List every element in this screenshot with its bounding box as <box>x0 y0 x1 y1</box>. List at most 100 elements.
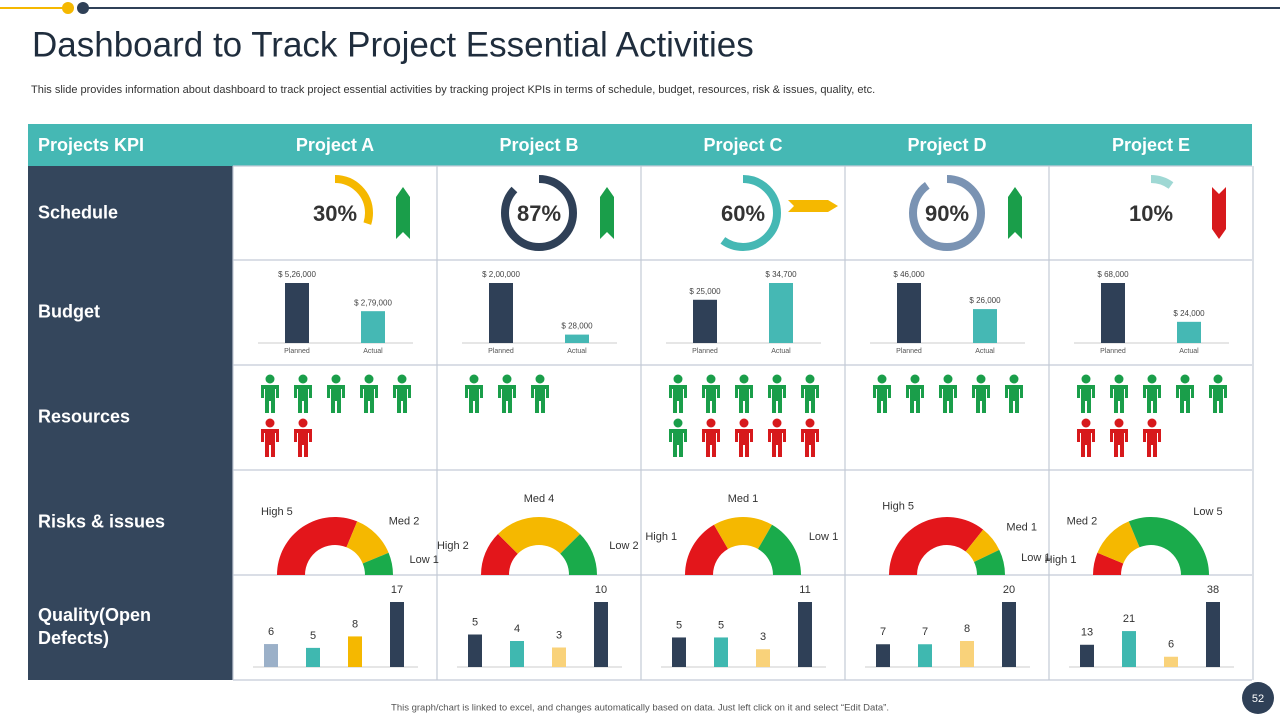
budget-category: Actual <box>975 348 995 355</box>
risk-segment <box>1093 552 1124 575</box>
icon-head <box>1147 418 1157 428</box>
icon-body <box>294 385 312 413</box>
person-icon <box>801 374 819 413</box>
budget-value-label: $ 46,000 <box>893 270 925 279</box>
risk-segment <box>362 552 393 575</box>
risk-label: High 5 <box>882 500 914 512</box>
quality-bar <box>306 647 320 667</box>
risk-name: Low <box>609 540 629 552</box>
risk-label: High 2 <box>437 540 469 552</box>
person-icon <box>393 374 411 413</box>
person-icon <box>768 418 786 457</box>
budget-bar <box>1177 321 1201 343</box>
person-icon <box>531 374 549 413</box>
icon-body <box>939 385 957 413</box>
icon-body <box>768 429 786 457</box>
budget-bar <box>489 283 513 343</box>
person-icon <box>1005 374 1023 413</box>
icon-head <box>706 374 716 384</box>
person-icon <box>873 374 891 413</box>
quality-value-label: 7 <box>880 626 886 638</box>
icon-head <box>805 418 815 428</box>
schedule-ring <box>1113 175 1189 251</box>
budget-category: Planned <box>1100 348 1126 355</box>
budget-bar <box>285 283 309 343</box>
icon-body <box>702 385 720 413</box>
budget-value-label: $ 2,00,000 <box>482 270 520 279</box>
risk-label: Low 2 <box>609 540 638 552</box>
person-icon <box>1143 374 1161 413</box>
schedule-label: 60% <box>721 201 765 226</box>
budget-value-label: $ 24,000 <box>1173 309 1205 318</box>
risk-count: 1 <box>832 531 838 543</box>
risk-label: Med 2 <box>1067 515 1098 527</box>
icon-body <box>1077 429 1095 457</box>
icon-body <box>393 385 411 413</box>
icon-body <box>1209 385 1227 413</box>
quality-value-label: 20 <box>1003 584 1015 596</box>
icon-body <box>261 429 279 457</box>
risk-count: 2 <box>413 515 419 527</box>
icon-body <box>735 385 753 413</box>
icon-head <box>772 374 782 384</box>
person-icon <box>360 374 378 413</box>
person-icon <box>972 374 990 413</box>
risk-segment <box>277 517 358 575</box>
person-icon <box>261 374 279 413</box>
risk-count: 1 <box>671 531 677 543</box>
project-header: Project C <box>703 135 782 155</box>
icon-head <box>805 374 815 384</box>
quality-value-label: 8 <box>352 618 358 630</box>
schedule-ring <box>501 175 577 251</box>
risk-label: Low 5 <box>1193 506 1222 518</box>
risk-count: 5 <box>287 506 293 518</box>
schedule-ring <box>297 175 373 251</box>
risk-segment <box>889 516 984 575</box>
page-number: 52 <box>1252 693 1264 705</box>
budget-category: Planned <box>488 348 514 355</box>
budget-bar <box>897 283 921 343</box>
icon-body <box>1110 429 1128 457</box>
quality-value-label: 5 <box>718 619 724 631</box>
icon-body <box>972 385 990 413</box>
icon-head <box>1081 418 1091 428</box>
row-label: Resources <box>38 406 131 427</box>
risk-count: 5 <box>1216 506 1222 518</box>
person-icon <box>1143 418 1161 457</box>
quality-value-label: 3 <box>556 629 562 641</box>
risk-segment <box>974 549 1005 575</box>
risk-name: Low <box>410 554 430 566</box>
trend-arrow <box>396 187 410 239</box>
person-icon <box>669 374 687 413</box>
quality-bar <box>264 644 278 667</box>
person-icon <box>906 374 924 413</box>
risk-label: Low 1 <box>1021 552 1050 564</box>
quality-bar <box>1080 644 1094 667</box>
icon-body <box>1143 429 1161 457</box>
risk-segment <box>560 533 597 575</box>
risk-segment <box>497 516 581 554</box>
icon-body <box>801 385 819 413</box>
icon-body <box>735 429 753 457</box>
quality-bar <box>798 602 812 667</box>
schedule-label: 87% <box>517 201 561 226</box>
budget-value-label: $ 2,79,000 <box>354 298 392 307</box>
quality-bar <box>390 602 404 667</box>
row-label: Budget <box>38 301 100 322</box>
person-icon <box>1110 374 1128 413</box>
icon-body <box>261 385 279 413</box>
budget-value-label: $ 28,000 <box>561 322 593 331</box>
risk-label: Med 1 <box>728 493 759 505</box>
person-icon <box>1077 418 1095 457</box>
quality-value-label: 11 <box>799 584 810 596</box>
risk-name: Low <box>1021 552 1041 564</box>
risk-name: Low <box>809 531 829 543</box>
risk-segment <box>714 517 772 550</box>
risk-count: 1 <box>433 554 439 566</box>
quality-bar <box>756 649 770 667</box>
trend-arrow <box>600 187 614 239</box>
icon-body <box>294 429 312 457</box>
risk-label: High 1 <box>1045 554 1077 566</box>
risk-name: Med <box>524 493 545 505</box>
quality-value-label: 17 <box>391 584 403 596</box>
